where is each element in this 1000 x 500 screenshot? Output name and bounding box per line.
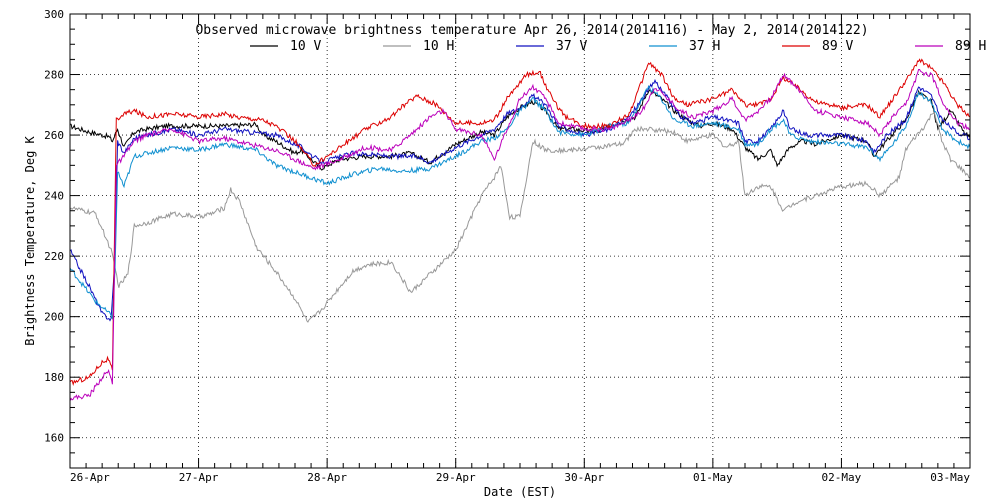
y-axis-label: Brightness Temperature, Deg K xyxy=(23,135,37,345)
legend-label: 10 H xyxy=(423,39,454,54)
legend-label: 89 V xyxy=(822,39,853,54)
series-line-89-v xyxy=(69,58,971,387)
chart-title: Observed microwave brightness temperatur… xyxy=(195,23,868,38)
y-tick-label: 180 xyxy=(44,371,64,384)
y-tick-label: 280 xyxy=(44,69,64,82)
y-tick-label: 240 xyxy=(44,190,64,203)
y-tick-label: 260 xyxy=(44,129,64,142)
x-tick-label: 02-May xyxy=(822,471,862,484)
legend-label: 37 H xyxy=(689,39,720,54)
series-line-10-h xyxy=(69,112,971,323)
legend-label: 10 V xyxy=(290,39,321,54)
series-layer xyxy=(69,58,971,402)
x-tick-label: 29-Apr xyxy=(436,471,476,484)
series-line-89-h xyxy=(69,69,971,402)
legend: 10 V 10 H 37 V 37 H 89 V 89 H xyxy=(250,39,986,54)
x-axis-label: Date (EST) xyxy=(484,485,556,499)
series-line-37-h xyxy=(69,84,971,321)
legend-label: 37 V xyxy=(556,39,587,54)
legend-label: 89 H xyxy=(955,39,986,54)
y-tick-label: 220 xyxy=(44,250,64,263)
x-tick-label: 01-May xyxy=(693,471,733,484)
x-tick-label: 27-Apr xyxy=(179,471,219,484)
x-tick-label: 03-May xyxy=(930,471,970,484)
axis-ticks xyxy=(69,13,971,469)
x-tick-label: 26-Apr xyxy=(70,471,110,484)
axis-tick-labels: 160 180 200 220 240 260 280 300 26-Apr 27-Apr 28-A… xyxy=(44,8,970,484)
y-tick-label: 200 xyxy=(44,311,64,324)
x-tick-label: 30-Apr xyxy=(564,471,604,484)
y-tick-label: 160 xyxy=(44,432,64,445)
y-tick-label: 300 xyxy=(44,8,64,21)
x-tick-label: 28-Apr xyxy=(307,471,347,484)
